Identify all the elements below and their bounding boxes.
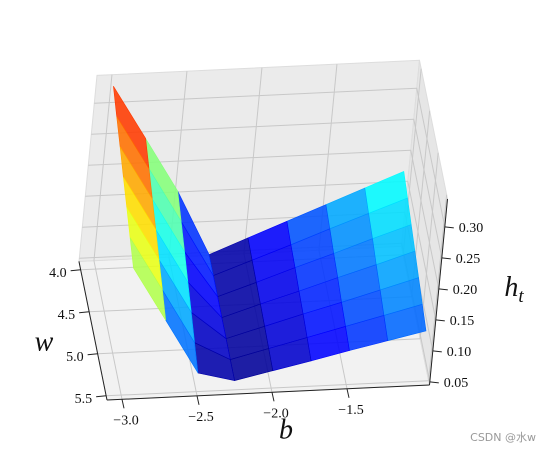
x-tick <box>271 392 275 402</box>
z-label-sub: t <box>518 286 524 307</box>
x-tick-label: −2.0 <box>263 407 288 422</box>
grid-line <box>243 67 263 254</box>
z-axis-line <box>429 198 448 385</box>
grid-line <box>413 119 443 258</box>
y-axis-line <box>78 261 108 401</box>
x-axis-line <box>106 384 430 401</box>
y-tick-label: 5.0 <box>66 350 84 365</box>
grid-line <box>93 74 113 261</box>
grid-line <box>419 152 439 339</box>
y-tick <box>87 353 98 356</box>
y-tick-label: 5.5 <box>75 392 93 407</box>
y-tick-label: 4.5 <box>58 308 76 323</box>
z-tick-label: 0.25 <box>456 252 481 267</box>
z-tick-label: 0.10 <box>447 345 472 360</box>
z-tick <box>429 381 439 384</box>
grid-line <box>410 150 440 289</box>
z-axis-label: ht <box>504 272 524 307</box>
grid-line <box>428 194 448 381</box>
grid-line <box>94 87 417 104</box>
grid-line <box>416 88 446 227</box>
z-tick-label: 0.15 <box>450 314 475 329</box>
z-tick <box>441 257 451 260</box>
z-tick <box>438 288 448 291</box>
grid-line <box>106 380 429 397</box>
x-tick-label: −3.0 <box>113 414 138 429</box>
z-tick <box>444 226 454 229</box>
x-tick <box>346 388 350 398</box>
x-tick <box>121 399 125 409</box>
surface-patch <box>129 237 166 321</box>
y-tick <box>70 269 81 272</box>
y-tick <box>79 311 90 314</box>
z-tick <box>432 350 442 353</box>
x-tick <box>196 395 200 405</box>
y-tick-label: 4.0 <box>49 266 67 281</box>
z-label-base: h <box>504 272 518 303</box>
y-tick <box>96 395 107 398</box>
grid-line <box>407 181 437 320</box>
ticks: −3.0 −2.5 −2.0 −1.5 4.0 4.5 5.0 5.5 0.05 0.10 0.15… <box>49 198 484 429</box>
grid-line <box>93 260 123 400</box>
z-tick-label: 0.20 <box>453 283 478 298</box>
z-tick-label: 0.05 <box>444 376 469 391</box>
x-axis-label: b <box>279 414 293 445</box>
grid-line <box>91 118 414 135</box>
watermark: CSDN @水w <box>470 431 536 444</box>
z-tick-label: 0.30 <box>459 221 484 236</box>
x-tick-label: −2.5 <box>188 410 213 425</box>
z-tick <box>435 319 445 322</box>
x-tick-label: −1.5 <box>338 403 363 418</box>
surface <box>113 86 427 381</box>
y-axis-label: w <box>35 326 54 357</box>
